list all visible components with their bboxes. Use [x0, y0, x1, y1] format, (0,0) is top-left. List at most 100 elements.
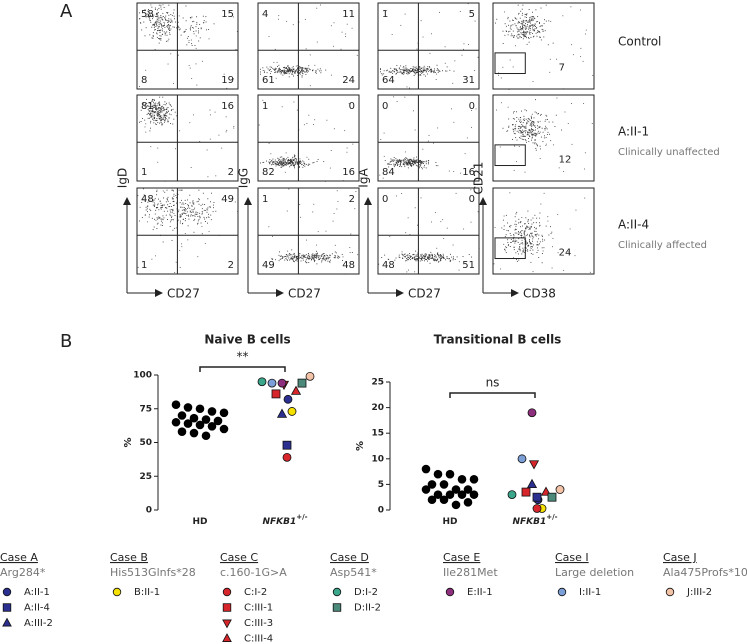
- event-dot: [275, 165, 277, 167]
- event-dot: [523, 22, 525, 24]
- event-dot: [404, 67, 406, 69]
- event-dot: [413, 253, 414, 255]
- event-dot: [158, 42, 160, 44]
- event-dot: [182, 206, 184, 208]
- event-dot: [403, 69, 405, 71]
- event-dot: [431, 257, 433, 259]
- event-dot: [201, 208, 203, 210]
- event-dot: [406, 86, 408, 88]
- event-dot: [423, 256, 425, 258]
- event-dot: [528, 222, 530, 224]
- event-dot: [419, 66, 421, 68]
- event-dot: [293, 253, 295, 255]
- event-dot: [531, 128, 532, 130]
- event-dot: [548, 234, 550, 236]
- event-dot: [519, 247, 521, 249]
- event-dot: [452, 244, 454, 246]
- event-dot: [176, 197, 178, 199]
- event-dot: [154, 104, 156, 106]
- event-dot: [531, 242, 533, 244]
- event-dot: [459, 11, 461, 12]
- event-dot: [304, 255, 306, 257]
- event-dot: [404, 151, 406, 153]
- data-point: [290, 385, 302, 395]
- event-dot: [289, 68, 291, 70]
- flow-plot: [258, 99, 354, 182]
- event-dot: [428, 162, 429, 164]
- flow-plot: [378, 189, 480, 273]
- event-dot: [169, 27, 170, 29]
- quadrant-value: 2: [228, 260, 234, 271]
- event-dot: [303, 165, 304, 166]
- event-dot: [398, 162, 400, 163]
- event-dot: [397, 161, 398, 163]
- event-dot: [149, 19, 151, 21]
- event-dot: [519, 250, 521, 252]
- event-dot: [164, 18, 166, 20]
- event-dot: [287, 70, 289, 72]
- event-dot: [305, 254, 307, 256]
- event-dot: [163, 119, 165, 121]
- event-dot: [215, 210, 217, 212]
- event-dot: [308, 254, 310, 256]
- event-dot: [157, 26, 159, 28]
- event-dot: [515, 258, 517, 260]
- y-tick-label: 0: [378, 506, 384, 516]
- event-dot: [545, 20, 547, 22]
- event-dot: [542, 240, 544, 242]
- event-dot: [529, 17, 531, 18]
- event-dot: [167, 204, 169, 206]
- event-dot: [182, 212, 184, 214]
- y-tick-label: 75: [139, 404, 152, 414]
- event-dot: [162, 215, 164, 217]
- event-dot: [195, 211, 197, 213]
- event-dot: [533, 123, 534, 125]
- event-dot: [175, 261, 177, 263]
- event-dot: [530, 246, 532, 248]
- event-dot: [438, 254, 440, 256]
- event-dot: [279, 258, 281, 260]
- event-dot: [407, 256, 409, 258]
- event-dot: [305, 260, 306, 262]
- event-dot: [515, 124, 517, 126]
- event-dot: [526, 225, 527, 227]
- event-dot: [417, 71, 419, 73]
- event-dot: [301, 68, 303, 70]
- event-dot: [318, 257, 319, 259]
- plot-frame: [257, 2, 360, 90]
- event-dot: [514, 128, 516, 130]
- event-dot: [152, 113, 154, 115]
- event-dot: [412, 258, 414, 260]
- event-dot: [278, 158, 280, 160]
- event-dot: [413, 72, 415, 73]
- event-dot: [446, 66, 448, 68]
- event-dot: [537, 113, 539, 115]
- event-dot: [396, 162, 398, 164]
- event-dot: [409, 163, 411, 165]
- data-point: [297, 378, 307, 388]
- event-dot: [539, 126, 541, 128]
- event-dot: [160, 4, 162, 6]
- event-dot: [406, 271, 408, 273]
- event-dot: [558, 167, 560, 169]
- event-dot: [269, 162, 271, 164]
- event-dot: [289, 162, 291, 164]
- x-tick-label: HD: [192, 517, 207, 527]
- event-dot: [317, 231, 319, 233]
- event-dot: [429, 262, 431, 264]
- event-dot: [278, 163, 279, 165]
- event-dot: [288, 253, 290, 255]
- event-dot: [518, 231, 519, 233]
- quadrant-value: 31: [462, 75, 475, 86]
- event-dot: [277, 157, 279, 159]
- data-point: [463, 498, 473, 507]
- event-dot: [329, 254, 331, 256]
- event-dot: [139, 18, 141, 20]
- data-point: [547, 492, 557, 502]
- event-dot: [195, 30, 197, 32]
- event-dot: [274, 161, 276, 163]
- event-dot: [316, 256, 318, 258]
- event-dot: [154, 22, 156, 24]
- event-dot: [517, 22, 519, 24]
- event-dot: [157, 114, 159, 116]
